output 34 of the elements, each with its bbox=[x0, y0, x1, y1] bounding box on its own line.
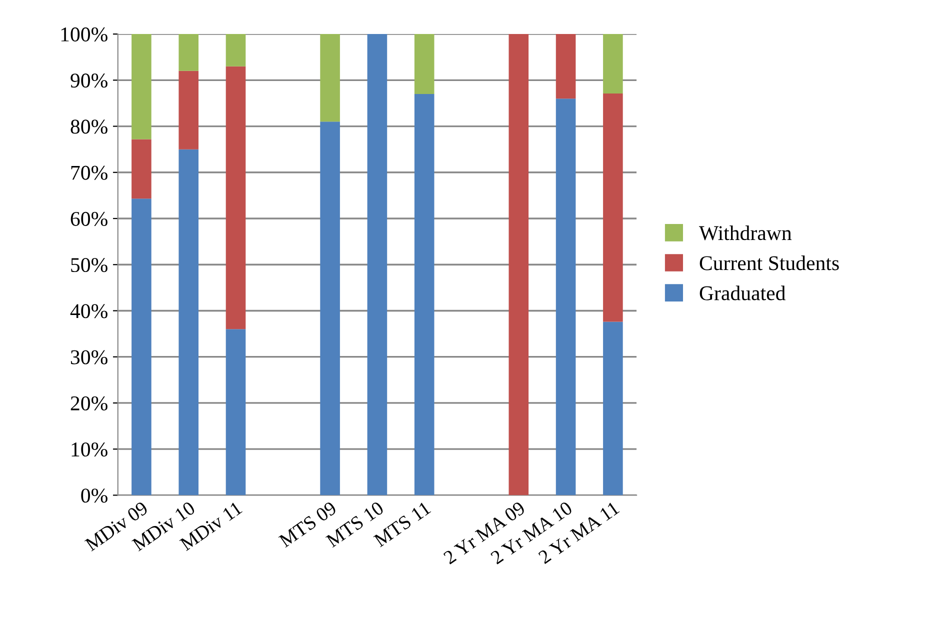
bar bbox=[178, 34, 198, 71]
bar bbox=[226, 66, 246, 330]
bar bbox=[226, 34, 246, 66]
bar bbox=[603, 34, 623, 94]
y-tick-label: 70% bbox=[71, 166, 108, 180]
bar bbox=[603, 322, 623, 496]
bar bbox=[226, 329, 246, 496]
bar bbox=[414, 34, 434, 94]
bar bbox=[132, 198, 152, 496]
y-tick-label: 100% bbox=[61, 27, 108, 42]
legend-label: Current Students bbox=[700, 256, 839, 270]
y-tick-label: 10% bbox=[72, 442, 108, 457]
bar bbox=[603, 94, 623, 322]
bar bbox=[367, 34, 388, 496]
bar bbox=[508, 34, 529, 496]
bar bbox=[414, 94, 434, 496]
legend-label: Graduated bbox=[700, 286, 786, 300]
y-tick-label: 90% bbox=[70, 74, 108, 88]
y-tick-label: 20% bbox=[70, 396, 108, 410]
y-tick-label: 80% bbox=[70, 120, 108, 134]
y-tick-label: 30% bbox=[70, 350, 108, 364]
y-tick-label: 0% bbox=[81, 488, 108, 503]
bar bbox=[132, 34, 152, 140]
bar bbox=[320, 34, 340, 122]
bar bbox=[178, 149, 198, 496]
y-tick-label: 60% bbox=[70, 212, 108, 226]
legend-label: Withdrawn bbox=[699, 225, 792, 240]
bar bbox=[178, 70, 198, 150]
bar bbox=[320, 122, 340, 496]
y-tick-label: 50% bbox=[71, 258, 108, 272]
bar bbox=[132, 139, 152, 199]
bar bbox=[556, 34, 576, 99]
bar bbox=[556, 98, 576, 496]
y-tick-label: 40% bbox=[70, 304, 108, 318]
